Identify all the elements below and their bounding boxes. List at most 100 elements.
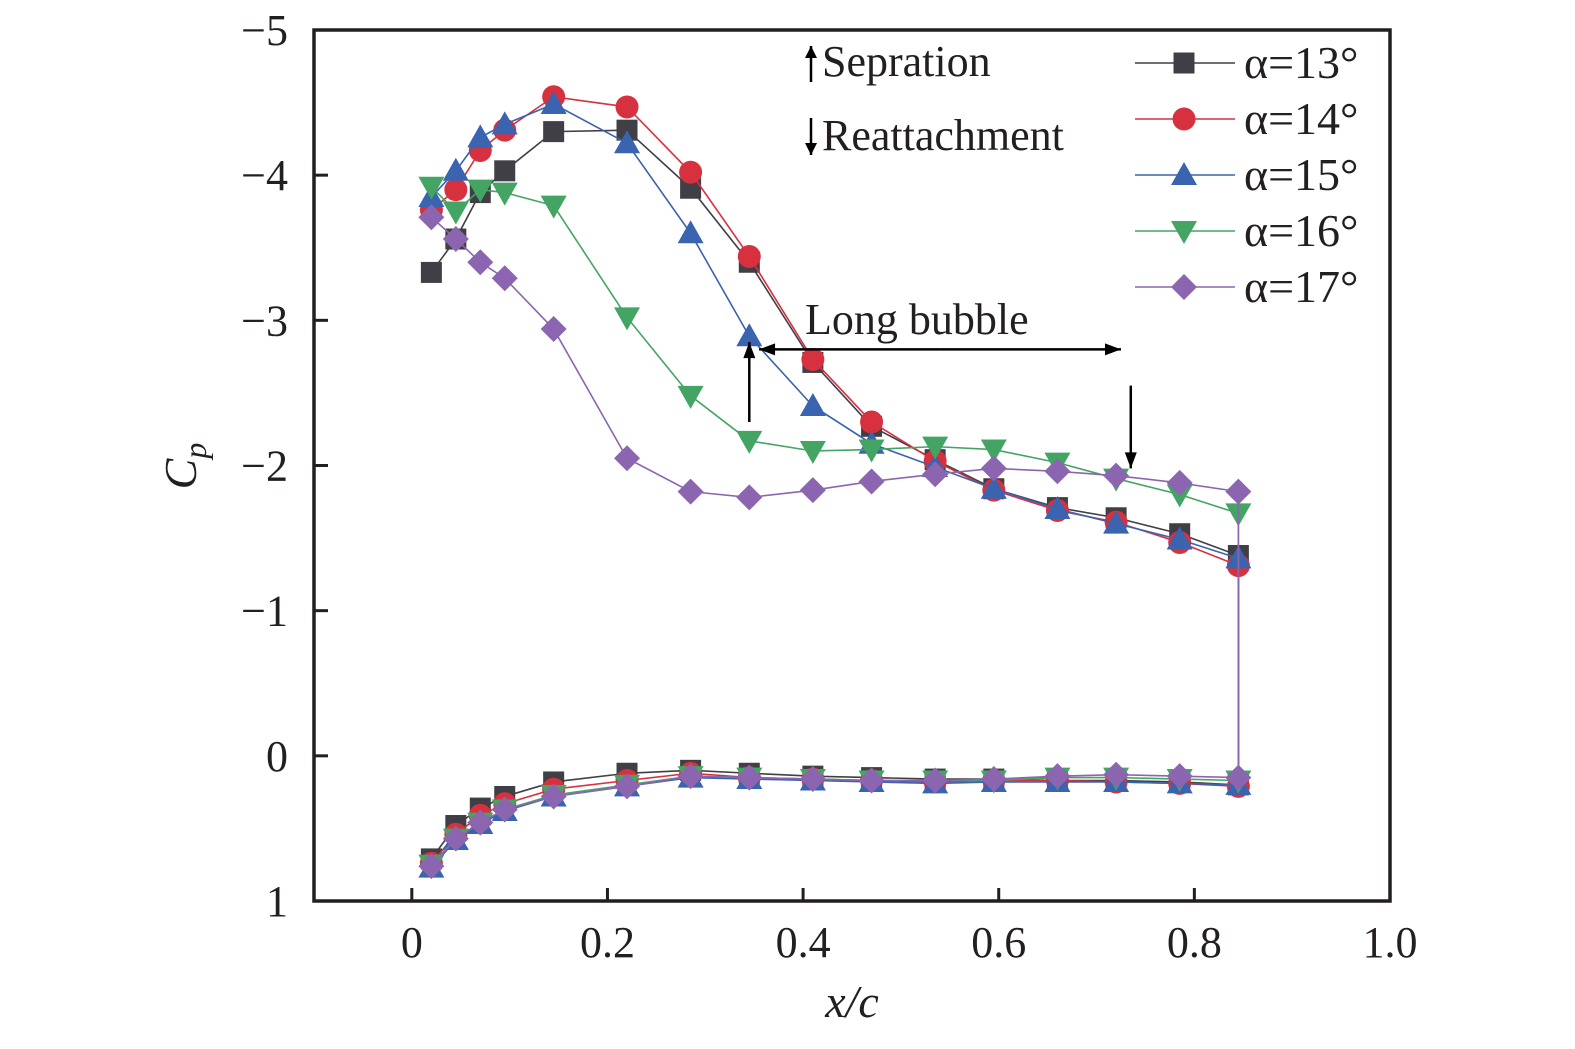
data-point-upper: [494, 160, 516, 182]
data-point-upper: [491, 265, 518, 292]
data-point-upper: [442, 226, 469, 253]
data-point-upper: [491, 111, 518, 135]
data-point-upper: [677, 220, 704, 244]
data-point-upper: [801, 348, 825, 372]
axes: −5 −4 −3 −2 −1 0 1 0 0.2 0.4 0.6 0.8 1.0: [241, 6, 1417, 967]
data-point-lower: [467, 809, 494, 836]
data-point-upper: [442, 201, 469, 225]
bubble-arrow-left: [759, 343, 941, 356]
separation-arrow-head: [743, 342, 756, 359]
data-point-lower: [858, 767, 885, 794]
legend-item: α=15°: [1135, 149, 1358, 200]
x-tick-label: 0: [401, 918, 423, 967]
y-tick-label: −4: [241, 151, 288, 200]
data-point-upper: [860, 410, 884, 434]
data-point-upper: [799, 477, 826, 504]
series-layer: [418, 85, 1252, 880]
data-point-upper: [799, 392, 826, 416]
data-point-upper: [736, 430, 763, 454]
data-point-upper: [614, 307, 641, 331]
data-point-upper: [922, 461, 949, 488]
legend-marker: [1172, 107, 1196, 131]
legend-item: α=17°: [1135, 261, 1358, 312]
x-tick-label: 0.4: [776, 918, 831, 967]
series-17: [418, 204, 1252, 880]
series-line-lower: [430, 773, 1239, 867]
legend-item: α=13°: [1135, 37, 1358, 88]
y-tick-label: −1: [241, 587, 288, 636]
data-point-upper: [980, 475, 1007, 499]
y-axis-title-text: Cp: [155, 443, 213, 490]
data-point-upper: [1166, 484, 1193, 508]
legend-marker: [1173, 52, 1195, 74]
y-axis-title-subscript: p: [177, 443, 213, 461]
x-tick-label: 0.2: [580, 918, 635, 967]
data-point-lower: [736, 764, 763, 791]
separation-key-arrow-head: [805, 46, 817, 58]
y-tick-label: 0: [266, 732, 288, 781]
data-point-upper: [980, 439, 1007, 463]
legend-label: α=14°: [1244, 93, 1358, 144]
series-line-upper: [430, 186, 1239, 515]
data-point-upper: [736, 484, 763, 511]
data-point-upper: [1103, 510, 1130, 534]
reattachment-arrow-head: [1124, 452, 1137, 469]
bubble-arrow-right: [940, 343, 1121, 356]
data-point-upper: [616, 119, 638, 141]
data-point-upper: [1044, 496, 1071, 520]
annotations: Sepration Reattachment Long bubble: [743, 37, 1137, 469]
data-point-lower: [799, 766, 826, 793]
reattachment-arrow: [1124, 385, 1137, 469]
data-point-upper: [467, 124, 494, 148]
data-point-upper: [420, 261, 442, 283]
data-point-upper: [444, 178, 468, 202]
data-point-upper: [543, 121, 565, 143]
data-point-lower: [1044, 763, 1071, 790]
data-point-upper: [680, 177, 702, 199]
x-tick-label: 1.0: [1363, 918, 1418, 967]
series-13: [420, 119, 1249, 870]
data-point-upper: [677, 385, 704, 409]
data-point-upper: [614, 445, 641, 472]
data-point-lower: [418, 853, 445, 880]
reattachment-key-arrow-head: [805, 143, 817, 155]
legend-label: α=17°: [1244, 261, 1358, 312]
legend-marker: [1171, 221, 1197, 244]
data-point-upper: [1166, 469, 1193, 496]
series-15: [418, 91, 1252, 878]
data-point-upper: [540, 316, 567, 343]
legend-item: α=16°: [1135, 205, 1358, 256]
series-line-upper: [430, 216, 1239, 499]
legend-marker: [1171, 274, 1197, 300]
data-point-lower: [922, 767, 949, 794]
data-point-lower: [491, 796, 518, 823]
separation-key-arrow: [805, 46, 817, 82]
legend-label: α=16°: [1244, 205, 1358, 256]
y-tick-label: −3: [241, 296, 288, 345]
reattachment-key-arrow: [805, 118, 817, 155]
data-point-lower: [1103, 761, 1130, 788]
data-point-upper: [1225, 478, 1252, 505]
data-point-lower: [980, 766, 1007, 793]
y-tick-label: −2: [241, 442, 288, 491]
long-bubble-label: Long bubble: [805, 295, 1029, 344]
data-point-upper: [615, 95, 639, 119]
data-point-upper: [540, 91, 567, 115]
data-point-lower: [540, 783, 567, 810]
separation-arrow: [743, 342, 756, 422]
legend-label: α=15°: [1244, 149, 1358, 200]
series-line-lower: [430, 776, 1239, 869]
data-point-upper: [467, 249, 494, 276]
data-point-upper: [799, 440, 826, 464]
data-point-lower: [677, 763, 704, 790]
legend-label: α=13°: [1244, 37, 1358, 88]
data-point-upper: [540, 195, 567, 219]
data-point-upper: [922, 436, 949, 460]
x-tick-label: 0.8: [1167, 918, 1222, 967]
data-point-lower: [1225, 764, 1252, 791]
data-point-upper: [442, 157, 469, 181]
data-point-upper: [679, 160, 703, 184]
bubble-arrow-left-head: [759, 343, 776, 356]
data-point-upper: [418, 176, 445, 200]
